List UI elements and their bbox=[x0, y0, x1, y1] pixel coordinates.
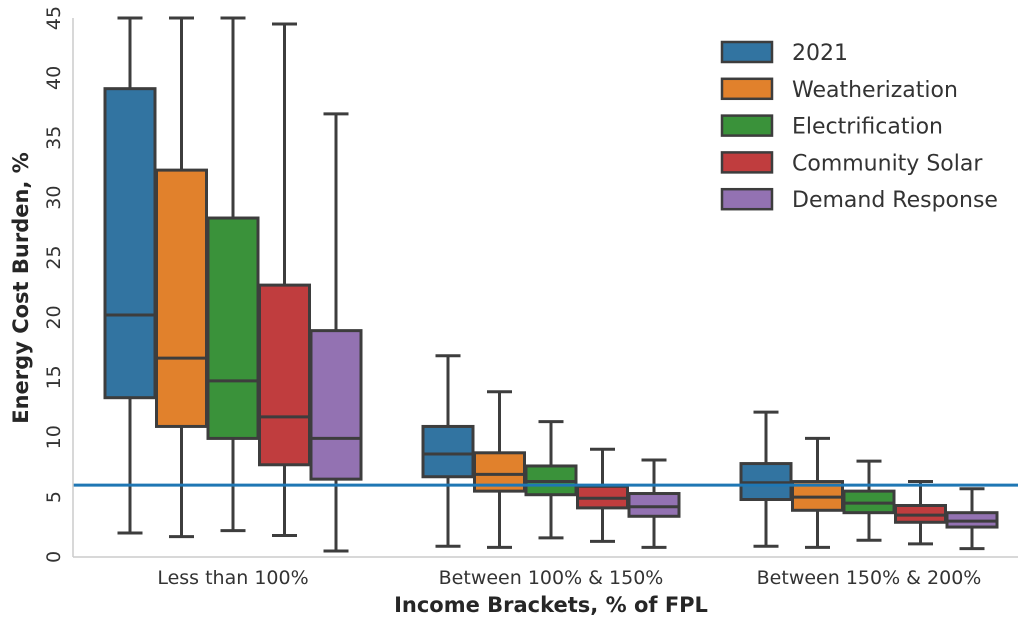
box-body bbox=[309, 329, 363, 481]
box-2021 bbox=[103, 16, 157, 535]
box-electrification bbox=[524, 420, 578, 540]
box-demand-response bbox=[945, 487, 999, 551]
box-electrification bbox=[206, 16, 260, 533]
legend-label: Demand Response bbox=[792, 188, 998, 213]
legend: 2021 Weatherization Electrification Communi… bbox=[720, 40, 998, 213]
y-tick-label: 40 bbox=[43, 66, 65, 90]
box-2021 bbox=[739, 410, 793, 548]
box-body bbox=[627, 492, 681, 518]
x-axis-ticks: Less than 100% Between 100% & 150% Between… bbox=[157, 567, 981, 589]
y-tick-label: 15 bbox=[43, 365, 65, 389]
legend-label: Electrification bbox=[792, 115, 943, 140]
x-axis-title: Income Brackets, % of FPL bbox=[394, 593, 708, 617]
box-body bbox=[421, 424, 475, 479]
box-demand-response bbox=[627, 458, 681, 549]
y-axis-title: Energy Cost Burden, % bbox=[9, 152, 33, 423]
legend-label: 2021 bbox=[792, 41, 848, 66]
legend-swatch bbox=[720, 151, 774, 174]
box-demand-response bbox=[309, 112, 363, 553]
x-tick-label: Between 100% & 150% bbox=[439, 567, 664, 589]
box-weatherization bbox=[473, 390, 526, 549]
legend-label: Community Solar bbox=[792, 151, 983, 176]
box-community-solar bbox=[894, 480, 947, 546]
box-body bbox=[103, 87, 157, 400]
box-body bbox=[206, 216, 260, 440]
box-2021 bbox=[421, 354, 475, 548]
box-electrification bbox=[842, 459, 896, 542]
box-community-solar bbox=[258, 22, 311, 537]
box-body bbox=[258, 283, 311, 467]
box-community-solar bbox=[576, 447, 629, 543]
legend-swatch bbox=[720, 77, 774, 101]
legend-label: Weatherization bbox=[792, 78, 958, 103]
y-tick-label: 10 bbox=[43, 425, 65, 449]
y-tick-label: 20 bbox=[43, 305, 65, 329]
legend-swatch bbox=[720, 114, 774, 137]
y-tick-label: 35 bbox=[43, 126, 65, 150]
y-tick-label: 25 bbox=[43, 245, 65, 269]
y-axis-ticks: 0 5 10 15 20 25 30 35 40 45 bbox=[43, 6, 65, 563]
plot-area bbox=[73, 16, 1018, 553]
y-tick-label: 45 bbox=[43, 6, 65, 30]
box-weatherization bbox=[155, 16, 208, 539]
box-body bbox=[155, 168, 208, 428]
legend-swatch bbox=[720, 40, 774, 64]
legend-swatch bbox=[720, 187, 774, 211]
y-tick-label: 5 bbox=[43, 491, 65, 503]
y-tick-label: 30 bbox=[43, 186, 65, 210]
x-tick-label: Between 150% & 200% bbox=[757, 567, 982, 589]
box-weatherization bbox=[791, 436, 844, 549]
y-tick-label: 0 bbox=[43, 551, 65, 563]
x-tick-label: Less than 100% bbox=[157, 567, 308, 589]
